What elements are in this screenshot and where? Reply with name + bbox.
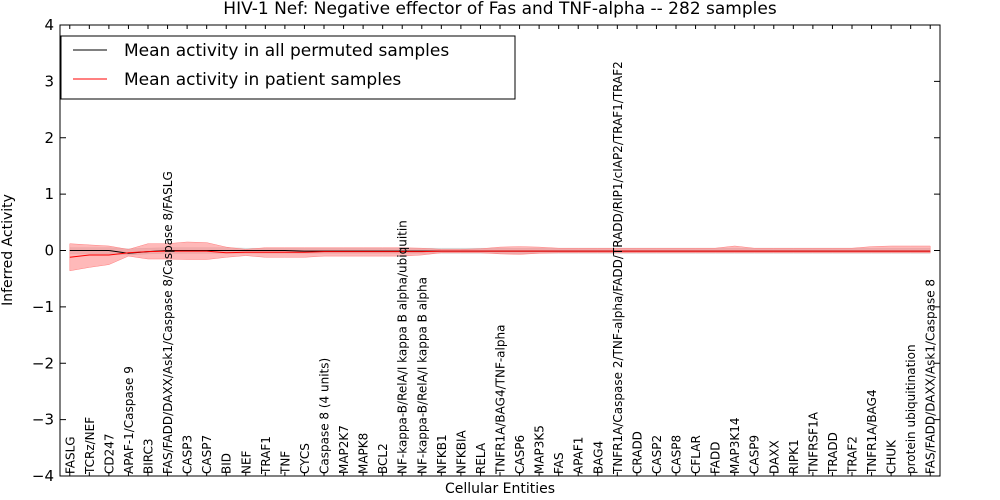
confidence-bands (69, 241, 931, 272)
x-tick-label: FAS (552, 452, 566, 474)
y-tick-label: 3 (44, 72, 54, 90)
x-tick-label: TNFR1A/BAG4/TNF-alpha (494, 325, 508, 475)
y-tick-label: 0 (44, 242, 54, 260)
line-series-1 (69, 250, 931, 258)
x-tick-label: TCRz/NEF (83, 417, 97, 475)
x-tick-label: RIPK1 (787, 439, 801, 474)
x-tick-label: APAF1 (572, 437, 586, 474)
x-tick-label: NEF (239, 450, 253, 474)
series-lines (69, 250, 931, 258)
x-tick-label: NFKB1 (435, 434, 449, 474)
x-tick-label: CASP7 (200, 435, 214, 474)
x-tick-label: DAXX (767, 440, 781, 474)
legend-label-permuted: Mean activity in all permuted samples (124, 41, 449, 61)
x-tick-label: CFLAR (689, 435, 703, 474)
y-tick-label: 2 (44, 129, 54, 147)
x-tick-label: TRAF2 (846, 436, 860, 475)
x-tick-label: BAG4 (591, 441, 605, 474)
x-tick-label: MAPK8 (357, 433, 371, 474)
x-axis-ticks: FASLG TCRz/NEF CD247 APAF-1/Caspase 9 BIRC3 F… (63, 25, 938, 476)
legend-label-patient: Mean activity in patient samples (124, 70, 401, 90)
x-tick-label: TNFR1A/Caspase 2/TNF-alpha/FADD/TRADD/RI… (611, 61, 625, 475)
y-tick-label: −4 (32, 467, 54, 485)
x-tick-label: CHUK (885, 439, 899, 474)
x-tick-label: MAP3K14 (728, 417, 742, 474)
x-tick-label: NF-kappa-B/RelA/I kappa B alpha/ubiquiti… (396, 220, 410, 474)
x-tick-label: BCL2 (376, 443, 390, 474)
y-tick-label: −3 (32, 411, 54, 429)
x-tick-label: CD247 (102, 433, 116, 474)
x-tick-label: FAS/FADD/DAXX/Ask1/Caspase 8 (924, 279, 938, 474)
y-axis-ticks: 4 3 2 1 0 −1 −2 −3 −4 (32, 16, 940, 485)
x-tick-label: CASP2 (650, 435, 664, 474)
x-tick-label: CASP8 (670, 435, 684, 474)
x-tick-label: NFKBIA (454, 429, 468, 474)
y-tick-label: −1 (32, 298, 54, 316)
x-tick-label: MAP2K7 (337, 425, 351, 474)
y-axis-label: Inferred Activity (0, 194, 16, 306)
y-tick-label: 4 (44, 16, 54, 34)
x-tick-label: CYCS (298, 443, 312, 474)
x-tick-label: BID (220, 453, 234, 474)
x-tick-label: APAF-1/Caspase 9 (122, 366, 136, 474)
x-tick-label: RELA (474, 442, 488, 474)
y-tick-label: −2 (32, 354, 54, 372)
x-tick-label: Caspase 8 (4 units) (318, 358, 332, 474)
x-tick-label: BIRC3 (142, 438, 156, 474)
x-tick-label: NF-kappa-B/RelA/I kappa B alpha (415, 277, 429, 474)
x-tick-label: MAP3K5 (533, 425, 547, 474)
x-tick-label: CRADD (630, 431, 644, 474)
x-tick-label: FADD (709, 442, 723, 475)
x-tick-label: TRAF1 (259, 436, 273, 475)
x-tick-label: TNFRSF1A (806, 411, 820, 475)
x-tick-label: TRADD (826, 432, 840, 475)
band-series-1 (69, 241, 931, 272)
x-tick-label: FAS/FADD/DAXX/Ask1/Caspase 8/Caspase 8/F… (161, 171, 175, 474)
y-tick-label: 1 (44, 185, 54, 203)
plot-frame (59, 24, 941, 477)
chart-title: HIV-1 Nef: Negative effector of Fas and … (223, 0, 777, 19)
x-tick-label: TNFR1A/BAG4 (865, 389, 879, 475)
x-tick-label: FASLG (63, 436, 77, 474)
legend: Mean activity in all permuted samples Me… (60, 35, 516, 100)
x-tick-label: CASP6 (513, 435, 527, 474)
x-axis-label: Cellular Entities (445, 481, 555, 497)
x-tick-label: protein ubiquitination (904, 344, 918, 474)
x-tick-label: CASP9 (748, 435, 762, 474)
legend-box (60, 35, 516, 100)
x-tick-label: CASP3 (181, 435, 195, 474)
x-tick-label: TNF (278, 451, 292, 475)
